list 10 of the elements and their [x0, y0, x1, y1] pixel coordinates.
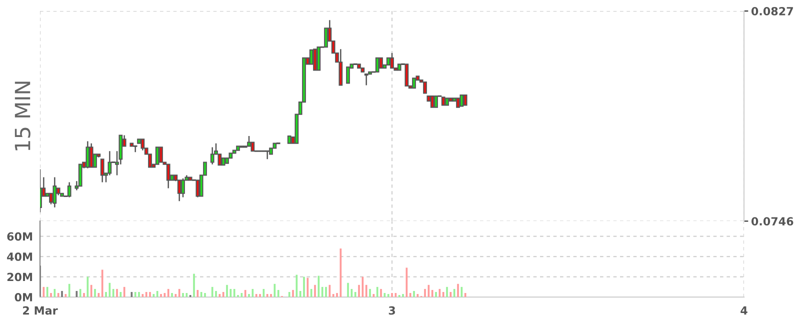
x-tick-label: 3 [388, 306, 395, 315]
x-tick-label: 2 Mar [23, 306, 58, 315]
y-tick-label: 60M [7, 232, 32, 241]
y-tick-label: 0.0827 [751, 7, 793, 16]
y-tick-label: 20M [7, 272, 32, 282]
y-axis-title: 15 MIN [14, 82, 30, 150]
y-tick-label: 40M [7, 252, 32, 261]
x-tick-label: 4 [740, 306, 748, 315]
y-tick-label: 0.0746 [751, 217, 794, 226]
y-tick-label: 0M [14, 293, 32, 302]
